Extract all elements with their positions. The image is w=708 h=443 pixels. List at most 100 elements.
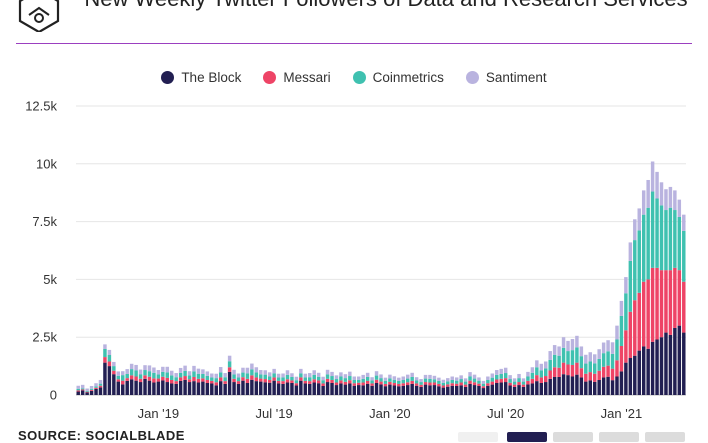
- bar-segment-coinmetrics[interactable]: [250, 369, 254, 376]
- bar-segment-coinmetrics[interactable]: [437, 380, 441, 384]
- bar-segment-santiment[interactable]: [606, 340, 610, 352]
- bar-segment-messari[interactable]: [80, 389, 85, 391]
- bar-segment-santiment[interactable]: [205, 371, 210, 376]
- bar-segment-the-block[interactable]: [107, 366, 112, 395]
- bar-segment-santiment[interactable]: [299, 368, 303, 374]
- bar-segment-coinmetrics[interactable]: [272, 373, 276, 378]
- bar-segment-messari[interactable]: [285, 379, 290, 383]
- bar-segment-coinmetrics[interactable]: [294, 380, 299, 384]
- bar-segment-santiment[interactable]: [450, 376, 454, 380]
- bar-segment-the-block[interactable]: [673, 327, 677, 395]
- bar-segment-coinmetrics[interactable]: [584, 363, 588, 374]
- bar-segment-the-block[interactable]: [677, 325, 682, 395]
- bar-segment-messari[interactable]: [263, 379, 267, 383]
- bar-segment-coinmetrics[interactable]: [486, 379, 490, 384]
- bar-segment-the-block[interactable]: [539, 382, 544, 395]
- bar-segment-messari[interactable]: [250, 375, 254, 380]
- bar-segment-the-block[interactable]: [330, 382, 334, 395]
- bar-segment-the-block[interactable]: [441, 387, 446, 395]
- bar-segment-coinmetrics[interactable]: [512, 381, 517, 385]
- bar-segment-messari[interactable]: [606, 365, 610, 377]
- bar-segment-messari[interactable]: [125, 378, 129, 381]
- bar-segment-messari[interactable]: [521, 384, 526, 387]
- bar-segment-coinmetrics[interactable]: [98, 383, 103, 386]
- bar-segment-coinmetrics[interactable]: [143, 370, 147, 376]
- bar-segment-messari[interactable]: [566, 364, 570, 376]
- bar-segment-coinmetrics[interactable]: [499, 373, 503, 379]
- bar-segment-santiment[interactable]: [468, 372, 472, 377]
- bar-segment-santiment[interactable]: [477, 377, 481, 381]
- bar-segment-santiment[interactable]: [281, 373, 285, 378]
- bar-segment-the-block[interactable]: [174, 383, 178, 395]
- bar-segment-santiment[interactable]: [432, 375, 437, 380]
- bar-segment-the-block[interactable]: [610, 380, 615, 395]
- bar-segment-coinmetrics[interactable]: [450, 379, 454, 384]
- bar-segment-the-block[interactable]: [405, 385, 410, 395]
- bar-segment-the-block[interactable]: [232, 382, 236, 395]
- bar-segment-messari[interactable]: [459, 382, 463, 386]
- bar-segment-messari[interactable]: [254, 377, 259, 382]
- bar-segment-coinmetrics[interactable]: [414, 380, 419, 384]
- bar-segment-santiment[interactable]: [339, 372, 343, 377]
- bar-segment-santiment[interactable]: [619, 300, 624, 316]
- bar-segment-coinmetrics[interactable]: [446, 381, 450, 385]
- bar-segment-messari[interactable]: [183, 376, 187, 380]
- bar-segment-messari[interactable]: [365, 380, 370, 384]
- bar-segment-the-block[interactable]: [254, 381, 259, 395]
- bar-segment-the-block[interactable]: [615, 376, 619, 396]
- bar-segment-santiment[interactable]: [592, 354, 597, 364]
- bar-segment-santiment[interactable]: [405, 374, 410, 379]
- bar-segment-santiment[interactable]: [664, 189, 668, 211]
- bar-segment-the-block[interactable]: [276, 383, 281, 395]
- bar-segment-messari[interactable]: [477, 383, 481, 386]
- bar-segment-messari[interactable]: [673, 267, 677, 328]
- bar-segment-the-block[interactable]: [325, 382, 330, 395]
- bar-segment-santiment[interactable]: [392, 376, 397, 380]
- bar-segment-coinmetrics[interactable]: [183, 370, 187, 377]
- bar-segment-the-block[interactable]: [432, 385, 437, 395]
- bar-segment-the-block[interactable]: [454, 385, 459, 395]
- bar-segment-the-block[interactable]: [85, 392, 89, 395]
- pager-dot-2[interactable]: [507, 432, 547, 442]
- bar-segment-the-block[interactable]: [161, 380, 165, 395]
- bar-segment-santiment[interactable]: [169, 370, 174, 376]
- bar-segment-coinmetrics[interactable]: [107, 355, 112, 362]
- bar-segment-santiment[interactable]: [588, 352, 592, 362]
- bar-segment-santiment[interactable]: [566, 340, 570, 352]
- bar-segment-santiment[interactable]: [441, 379, 446, 383]
- bar-segment-santiment[interactable]: [103, 344, 107, 349]
- bar-segment-coinmetrics[interactable]: [312, 374, 316, 380]
- bar-segment-coinmetrics[interactable]: [94, 386, 98, 388]
- bar-segment-messari[interactable]: [147, 376, 152, 381]
- bar-segment-coinmetrics[interactable]: [410, 376, 414, 381]
- bar-segment-santiment[interactable]: [121, 371, 125, 376]
- bar-segment-messari[interactable]: [584, 373, 588, 382]
- bar-segment-messari[interactable]: [388, 381, 392, 385]
- bar-segment-the-block[interactable]: [570, 376, 575, 396]
- bar-segment-messari[interactable]: [334, 382, 339, 386]
- bar-segment-the-block[interactable]: [446, 386, 450, 395]
- bar-segment-coinmetrics[interactable]: [330, 376, 334, 380]
- bar-segment-santiment[interactable]: [552, 345, 557, 355]
- bar-segment-messari[interactable]: [664, 270, 668, 333]
- bar-segment-coinmetrics[interactable]: [419, 382, 423, 385]
- bar-segment-santiment[interactable]: [80, 384, 85, 389]
- bar-segment-the-block[interactable]: [281, 383, 285, 395]
- bar-segment-the-block[interactable]: [214, 385, 218, 395]
- bar-segment-messari[interactable]: [267, 379, 272, 383]
- bar-segment-coinmetrics[interactable]: [441, 382, 446, 386]
- bar-segment-messari[interactable]: [517, 382, 521, 386]
- bar-segment-santiment[interactable]: [276, 373, 281, 378]
- bar-segment-the-block[interactable]: [285, 382, 290, 395]
- bar-segment-coinmetrics[interactable]: [348, 376, 352, 381]
- bar-segment-santiment[interactable]: [557, 346, 561, 356]
- bar-segment-coinmetrics[interactable]: [575, 347, 579, 363]
- bar-segment-coinmetrics[interactable]: [379, 378, 383, 382]
- bar-segment-coinmetrics[interactable]: [557, 355, 561, 368]
- bar-segment-messari[interactable]: [236, 381, 241, 384]
- bar-segment-coinmetrics[interactable]: [530, 372, 535, 379]
- bar-segment-the-block[interactable]: [245, 382, 250, 395]
- bar-segment-the-block[interactable]: [138, 382, 143, 395]
- bar-segment-santiment[interactable]: [316, 372, 321, 377]
- bar-segment-coinmetrics[interactable]: [401, 379, 405, 384]
